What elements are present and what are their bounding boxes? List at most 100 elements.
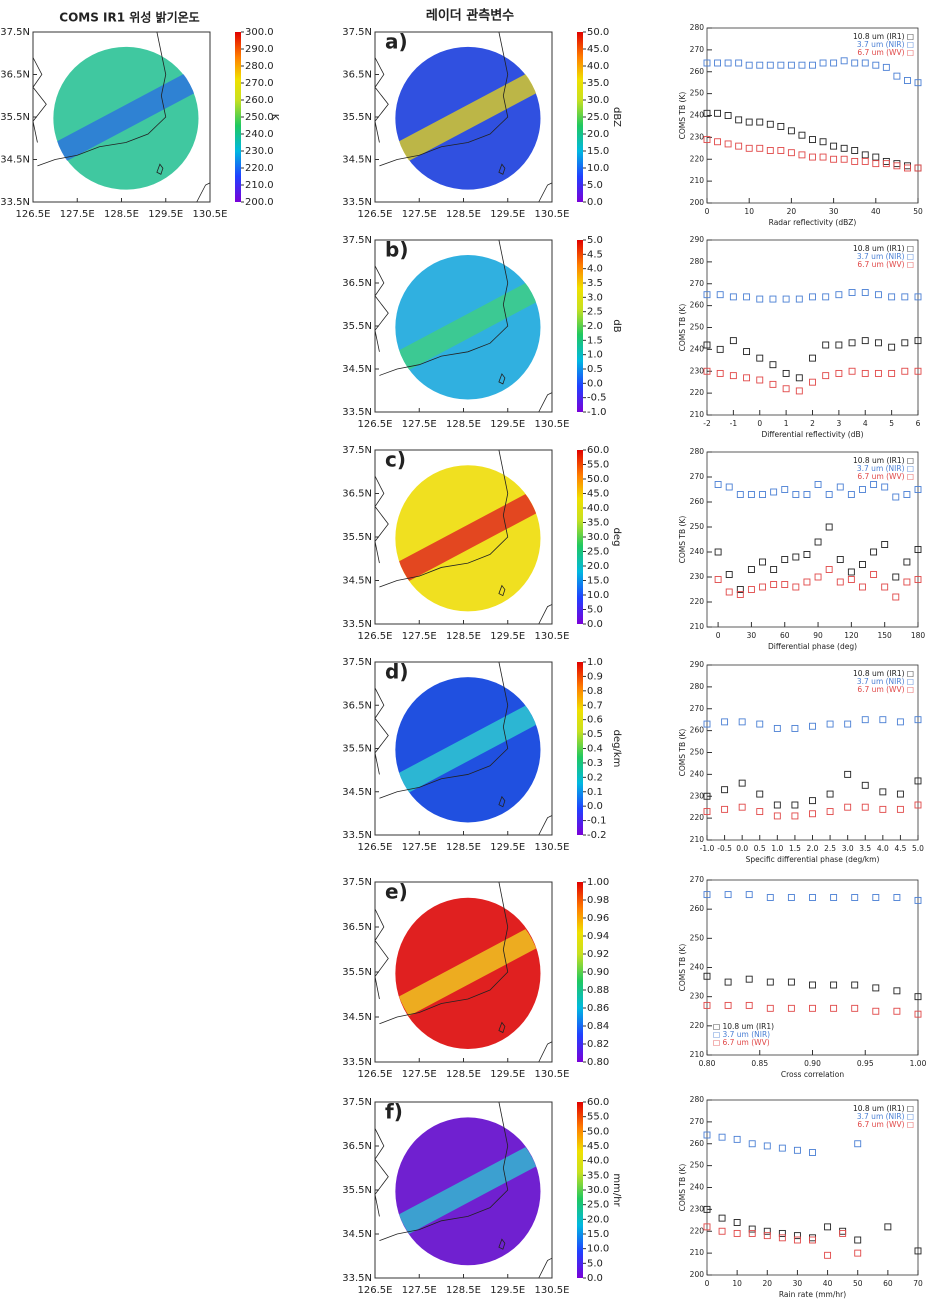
colorbar-tick-label: 0.9: [587, 671, 603, 682]
point: [809, 1004, 816, 1012]
point: [826, 720, 834, 728]
x-axis-label: Rain rate (mm/hr): [779, 1290, 846, 1299]
point: [893, 987, 901, 995]
point: [721, 718, 729, 726]
point: [782, 385, 790, 393]
point: [892, 493, 900, 501]
x-tick-label: 129.5E: [148, 209, 183, 220]
coastline: [379, 1101, 509, 1241]
coastline: [374, 57, 389, 143]
y-tick-label: 220: [690, 597, 705, 606]
point: [825, 566, 833, 573]
point: [714, 109, 721, 117]
point: [809, 61, 816, 69]
y-tick-label: 35.5N: [342, 744, 372, 755]
y-tick-label: 220: [690, 154, 705, 163]
point: [914, 576, 922, 583]
point: [773, 812, 781, 820]
x-tick-label: 129.5E: [490, 209, 525, 220]
point: [743, 348, 751, 356]
colorbar-tick-label: 3.0: [587, 292, 603, 303]
legend-entry: 3.7 um (NIR) □: [857, 1112, 914, 1121]
point: [736, 586, 744, 593]
point: [745, 1001, 753, 1009]
colorbar-tick-label: 2.5: [587, 307, 603, 318]
y-tick-label: 280: [690, 257, 705, 266]
point: [703, 972, 711, 980]
point: [809, 894, 816, 901]
point: [791, 724, 799, 732]
x-tick-label: 0.80: [699, 1059, 716, 1068]
coastline: [379, 881, 509, 1025]
colorbar-tick-label: 30.0: [587, 532, 609, 543]
x-tick-label: 126.5E: [358, 1285, 393, 1296]
coastline: [196, 182, 211, 203]
x-tick-label: 130.5E: [535, 419, 570, 430]
colorbar-tick-label: 0.86: [587, 1003, 609, 1014]
x-tick-label: 20: [787, 207, 797, 216]
point: [861, 337, 869, 345]
point: [703, 291, 711, 299]
point: [703, 891, 711, 899]
y-tick-label: 34.5N: [342, 155, 372, 166]
y-tick-label: 270: [690, 704, 705, 713]
x-tick-label: 3.0: [842, 844, 854, 853]
x-axis-label: Cross correlation: [781, 1070, 844, 1079]
x-tick-label: 2.0: [807, 844, 819, 853]
colorbar-tick-label: 0.80: [587, 1057, 609, 1068]
panel-label: c): [385, 448, 406, 472]
point: [840, 57, 848, 65]
colorbar-tick-label: 10.0: [587, 590, 609, 601]
x-tick-label: 90: [813, 631, 823, 640]
y-tick-label: 37.5N: [342, 877, 372, 888]
point: [778, 1234, 786, 1242]
colorbar-tick-label: 60.0: [587, 1097, 609, 1108]
point: [770, 566, 778, 573]
point: [914, 1010, 922, 1018]
x-tick-label: 6: [916, 419, 921, 428]
x-tick-label: 120: [844, 631, 859, 640]
x-tick-label: -1.0: [700, 844, 715, 853]
colorbar-tick-label: 35.0: [587, 518, 609, 529]
point: [724, 140, 732, 148]
x-tick-label: 129.5E: [490, 842, 525, 853]
point: [809, 797, 816, 805]
point: [733, 1135, 741, 1143]
point: [914, 993, 922, 1001]
point: [809, 722, 816, 730]
colorbar-tick-label: 30.0: [587, 95, 609, 106]
y-tick-label: 37.5N: [342, 657, 372, 668]
point: [830, 894, 838, 901]
y-tick-label: 36.5N: [342, 278, 372, 289]
point: [825, 491, 833, 498]
y-tick-label: 35.5N: [342, 967, 372, 978]
point: [870, 481, 878, 488]
x-tick-label: -1: [730, 419, 738, 428]
point: [893, 894, 901, 901]
point: [861, 59, 869, 67]
point: [745, 144, 753, 152]
point: [809, 810, 816, 818]
point: [861, 151, 869, 159]
point: [787, 894, 795, 901]
y-tick-label: 33.5N: [342, 830, 372, 841]
point: [851, 894, 859, 901]
point: [787, 1004, 795, 1012]
y-tick-label: 240: [690, 547, 705, 556]
x-tick-label: 127.5E: [402, 842, 437, 853]
y-tick-label: 240: [690, 963, 705, 972]
colorbar-tick-label: 30.0: [587, 1185, 609, 1196]
point: [724, 978, 732, 986]
point: [819, 153, 827, 161]
x-tick-label: 130.5E: [535, 631, 570, 642]
point: [901, 367, 909, 375]
point: [879, 805, 887, 813]
x-tick-label: 128.5E: [446, 842, 481, 853]
colorbar-tick-label: 40.0: [587, 61, 609, 72]
point: [872, 61, 880, 69]
point: [888, 293, 896, 301]
x-tick-label: 126.5E: [16, 209, 51, 220]
legend-entry: □ 3.7 um (NIR): [713, 1030, 770, 1039]
x-axis-label: Radar reflectivity (dBZ): [769, 218, 857, 227]
colorbar-tick-label: 20.0: [587, 561, 609, 572]
